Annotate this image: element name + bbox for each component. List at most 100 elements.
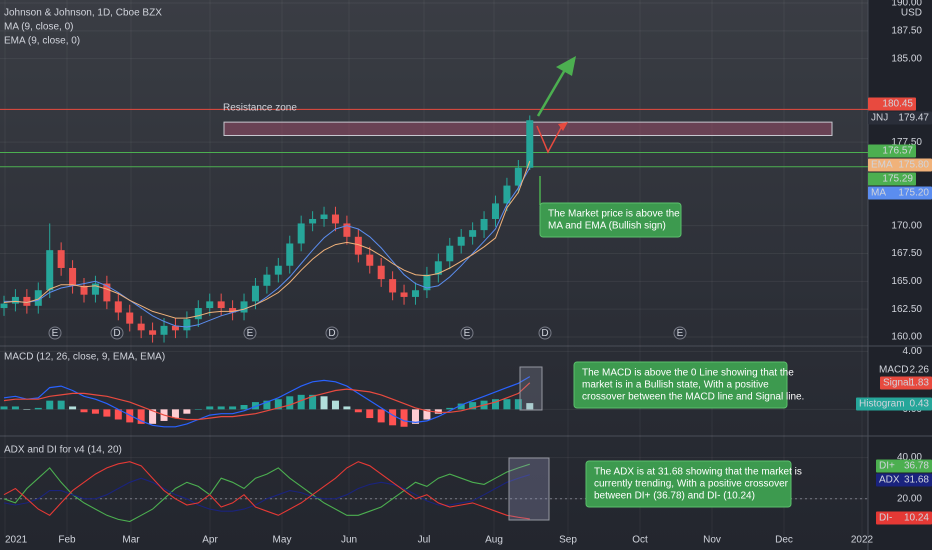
histogram-bar: [526, 403, 534, 410]
candle-body: [23, 296, 31, 306]
chart-title: Johnson & Johnson, 1D, Cboe BZX: [4, 8, 162, 19]
candle-body: [446, 245, 454, 262]
histogram-bar: [320, 396, 328, 410]
histogram-bar: [457, 403, 465, 410]
macd-line: [3, 376, 531, 428]
histogram-bar: [514, 399, 522, 410]
labels: 160.00 162.50 165.00 167.50 170.00 177.50 185.…: [4, 0, 932, 546]
candle-body: [114, 301, 122, 313]
histogram-bar: [354, 409, 362, 413]
candle-body: [366, 254, 374, 266]
candle-body: [354, 236, 362, 255]
candle-body: [57, 250, 65, 268]
price-tag-value: 180.45: [882, 99, 913, 110]
x-tick-label: May: [273, 535, 292, 546]
event-label: E: [52, 328, 59, 339]
histogram-bar: [114, 409, 122, 420]
price-tag-bg: [868, 172, 916, 186]
candle-body: [514, 167, 522, 186]
price-tag-bg: [876, 473, 932, 487]
callout-text: The MACD is above the 0 Line showing tha…: [582, 368, 794, 379]
price-tag-name: DI+: [879, 461, 895, 472]
candle-body: [103, 283, 111, 302]
x-tick-label: 2021: [5, 535, 28, 546]
price-tag-value: 2.26: [910, 365, 930, 376]
candle-body: [400, 292, 408, 297]
event-marker: [673, 326, 687, 340]
price-tag-bg: [876, 363, 932, 377]
candle-body: [411, 290, 419, 297]
candle-body: [194, 308, 202, 320]
price-tag-name: Signal: [883, 378, 911, 389]
zone-label: Resistance zone: [223, 103, 297, 114]
histogram-bar: [251, 402, 259, 410]
x-tick-label: Dec: [775, 535, 793, 546]
candle-body: [251, 285, 259, 302]
pane-title: ADX and DI for v4 (14, 20): [4, 445, 122, 456]
callout-box: [585, 460, 792, 508]
price-tag-value: 175.20: [898, 188, 929, 199]
price-tag-bg: [868, 186, 932, 200]
histogram-bar: [23, 409, 31, 410]
candle-body: [137, 323, 145, 331]
y-tick-label: 177.50: [891, 137, 922, 148]
histogram-bar: [240, 405, 248, 410]
macd-pane: [0, 376, 534, 428]
candle-body: [309, 218, 317, 224]
candle-body: [80, 285, 88, 295]
histogram-bar: [46, 400, 54, 410]
histogram-bar: [309, 394, 317, 410]
candle-body: [320, 214, 328, 219]
price-tag-bg: [876, 511, 932, 525]
candle-body: [160, 325, 168, 335]
event-label: E: [677, 328, 684, 339]
price-tag-bg: [868, 158, 932, 172]
histogram-bar: [149, 409, 157, 424]
price-tag-value: 175.80: [898, 160, 929, 171]
callout-text: market is in a Bullish state, With a pos…: [582, 380, 769, 391]
y-tick-label: 40.00: [897, 452, 922, 463]
y-tick-label: 187.50: [891, 25, 922, 36]
candle-body: [480, 218, 488, 231]
candle-body: [343, 223, 351, 237]
event-label: E: [247, 328, 254, 339]
callout-text: The Market price is above the: [548, 209, 680, 220]
overlay-line: [3, 160, 531, 319]
y-tick-label: 190.00: [891, 0, 922, 9]
histogram-bar: [377, 409, 385, 423]
histogram-bar: [137, 409, 145, 424]
callout-text: currently trending, With a positive cros…: [594, 479, 789, 490]
event-marker: [243, 326, 257, 340]
histogram-bar: [491, 399, 499, 410]
x-tick-label: Aug: [485, 535, 503, 546]
price-tag-value: 1.83: [910, 378, 930, 389]
price-tag-value: 175.29: [882, 174, 913, 185]
histogram-bar: [229, 406, 237, 410]
x-tick-label: Jul: [418, 535, 431, 546]
histogram-bar: [343, 406, 351, 410]
histogram-bar: [217, 406, 225, 410]
price-tag-name: ADX: [879, 475, 900, 486]
candle-body: [126, 312, 134, 324]
price-tag-value: 36.78: [904, 461, 929, 472]
indicator-legend: MA (9, close, 0): [4, 22, 73, 33]
histogram-bar: [286, 396, 294, 410]
x-tick-label: Apr: [202, 535, 218, 546]
histogram-bar: [57, 400, 65, 410]
histogram-bar: [297, 394, 305, 410]
price-tag-bg: [856, 397, 932, 411]
candle-body: [389, 279, 397, 293]
indicator-legend: EMA (9, close, 0): [4, 36, 80, 47]
candle-body: [69, 267, 77, 286]
price-tag-name: MACD: [879, 365, 908, 376]
x-tick-label: Oct: [632, 535, 648, 546]
adx-line: [3, 461, 530, 520]
y-tick-label: 165.00: [891, 276, 922, 287]
histogram-bar: [389, 409, 397, 426]
histogram-bar: [69, 406, 77, 410]
event-label: E: [464, 328, 471, 339]
price-tag-value: 179.47: [898, 113, 929, 124]
histogram-bar: [331, 400, 339, 410]
y-tick-label: 162.50: [891, 304, 922, 315]
